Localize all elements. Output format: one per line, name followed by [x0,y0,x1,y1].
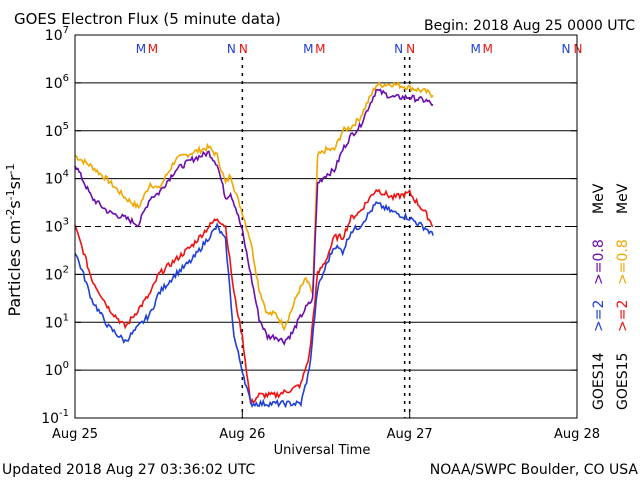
y-tick-label: 102 [45,264,69,283]
y-tick-label: 101 [45,312,69,331]
legend-goes15-gt2: >=2 [615,300,631,332]
legend-mev-2: MeV [615,183,631,214]
series-layer [74,81,434,409]
y-tick-label: 105 [45,121,69,140]
x-axis-title: Universal Time [274,443,371,458]
legend-goes15: GOES15 >=2 >=0.8 MeV [615,183,631,410]
y-tick-label: 103 [45,217,69,236]
series-line-goes14-2-mev [74,200,434,409]
series-line-goes15-2-mev [74,188,434,405]
y-axis-title: Particles cm-2s-1sr-1 [4,163,24,316]
marker-label-goes14: N [227,42,236,56]
y-tick-label: 107 [45,25,69,44]
x-tick-labels: Aug 25 Aug 26 Aug 27 Aug 28 [52,410,600,442]
marker-label-goes15: N [573,42,582,56]
marker-label-goes14: M [470,42,480,56]
series-line-goes14-0-8-mev [74,88,434,346]
marker-label-goes15: N [239,42,248,56]
x-tick-label: Aug 28 [554,427,600,442]
legend-goes15-gt08: >=0.8 [615,239,631,285]
chart-title: GOES Electron Flux (5 minute data) [14,10,281,28]
y-tick-label: 100 [45,360,69,379]
marker-label-goes15: N [406,42,415,56]
marker-label-goes15: M [148,42,158,56]
marker-label-goes14: M [136,42,146,56]
legend-mev-1: MeV [591,183,607,214]
x-tick-label: Aug 27 [387,427,433,442]
legend-goes14-gt08: >=0.8 [591,239,607,285]
marker-label-goes15: M [482,42,492,56]
x-tick-label: Aug 25 [52,427,98,442]
y-tick-label: 104 [45,169,69,188]
marker-label-goes15: M [315,42,325,56]
credit-line: NOAA/SWPC Boulder, CO USA [430,462,639,478]
begin-date: Begin: 2018 Aug 25 0000 UTC [424,18,635,34]
legend-goes14-label: GOES14 [591,352,607,410]
updated-timestamp: Updated 2018 Aug 27 03:36:02 UTC [2,462,255,478]
legend-goes14-gt2: >=2 [591,300,607,332]
marker-label-goes14: N [561,42,570,56]
y-tick-labels: 10-1 100 101 102 103 104 105 106 107 [41,25,577,427]
marker-label-goes14: N [394,42,403,56]
y-tick-label: 10-1 [41,408,69,427]
grid-layer [75,57,577,418]
y-tick-label: 106 [45,73,69,92]
marker-label-goes14: M [303,42,313,56]
legend-goes14: GOES14 >=2 >=0.8 MeV [591,183,607,410]
series-line-goes15-0-8-mev [74,81,434,332]
legend-goes15-label: GOES15 [615,353,631,410]
x-tick-label: Aug 26 [219,427,265,442]
